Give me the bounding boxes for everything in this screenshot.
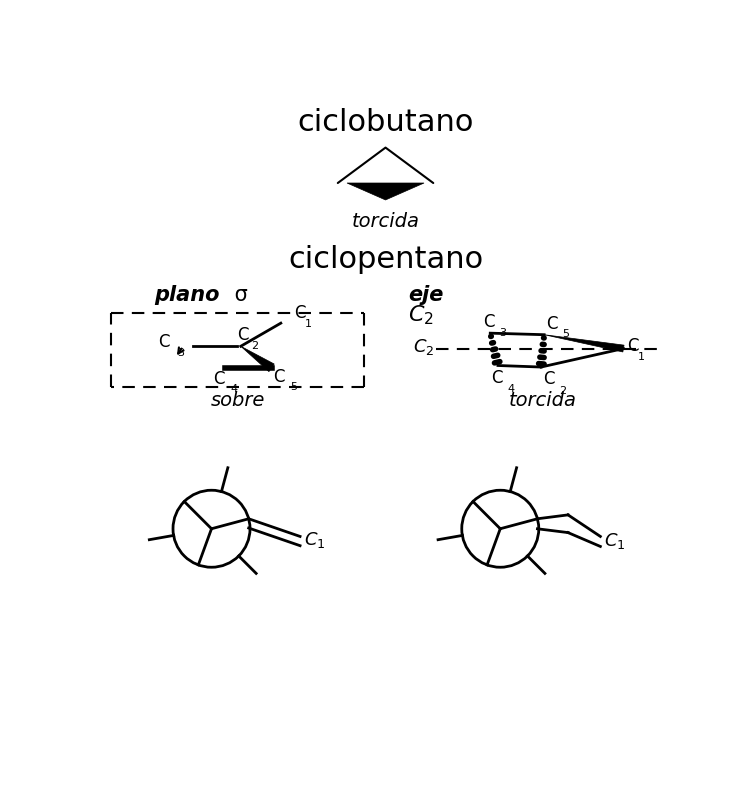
Text: C: C bbox=[294, 304, 306, 322]
Text: C: C bbox=[627, 338, 639, 355]
Text: sobre: sobre bbox=[211, 390, 265, 410]
Text: torcida: torcida bbox=[352, 212, 419, 231]
Text: 4: 4 bbox=[230, 384, 237, 394]
Text: 5: 5 bbox=[290, 382, 297, 393]
Text: eje: eje bbox=[408, 285, 444, 305]
Text: C: C bbox=[491, 369, 502, 387]
Text: $C_2$: $C_2$ bbox=[408, 304, 434, 327]
Text: C: C bbox=[213, 370, 225, 387]
Text: 2: 2 bbox=[559, 386, 567, 395]
Text: ciclobutano: ciclobutano bbox=[297, 109, 474, 138]
Text: $C_1$: $C_1$ bbox=[604, 531, 626, 551]
Polygon shape bbox=[241, 346, 274, 371]
Text: 2: 2 bbox=[251, 341, 258, 351]
Text: 1: 1 bbox=[305, 318, 312, 329]
Text: $C_2$: $C_2$ bbox=[413, 337, 434, 357]
Text: torcida: torcida bbox=[508, 390, 577, 410]
Text: 1: 1 bbox=[638, 352, 645, 362]
Text: 4: 4 bbox=[508, 384, 514, 394]
Polygon shape bbox=[347, 183, 424, 200]
Text: C: C bbox=[237, 326, 248, 345]
Text: 3: 3 bbox=[499, 328, 507, 338]
Text: C: C bbox=[546, 315, 558, 333]
Text: plano: plano bbox=[154, 285, 219, 305]
Polygon shape bbox=[544, 334, 624, 352]
Text: $C_1$: $C_1$ bbox=[304, 530, 325, 550]
Text: C: C bbox=[157, 334, 169, 351]
Text: C: C bbox=[543, 370, 554, 388]
Text: σ: σ bbox=[228, 285, 248, 305]
Text: 3: 3 bbox=[177, 348, 184, 358]
Text: ciclopentano: ciclopentano bbox=[288, 245, 483, 274]
Text: C: C bbox=[483, 314, 495, 331]
Text: C: C bbox=[273, 368, 285, 386]
Text: 5: 5 bbox=[562, 330, 569, 339]
